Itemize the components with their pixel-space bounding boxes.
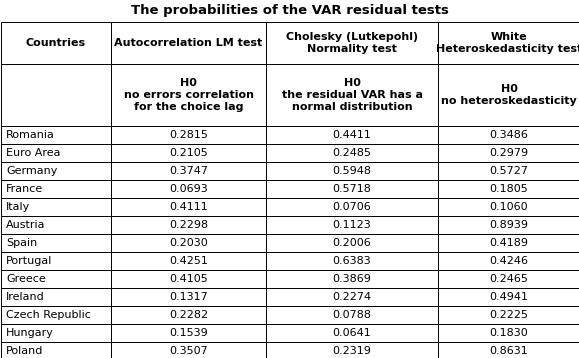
Text: Cholesky (Lutkepohl)
Normality test: Cholesky (Lutkepohl) Normality test [286, 32, 418, 54]
Text: 0.2006: 0.2006 [332, 238, 371, 248]
Text: 0.3747: 0.3747 [169, 166, 208, 176]
Text: Spain: Spain [6, 238, 37, 248]
Text: 0.1317: 0.1317 [169, 292, 208, 302]
Text: 0.2465: 0.2465 [490, 274, 529, 284]
Text: Germany: Germany [6, 166, 57, 176]
Text: France: France [6, 184, 43, 194]
Text: 0.4411: 0.4411 [332, 130, 372, 140]
Text: 0.2282: 0.2282 [169, 310, 208, 320]
Text: Poland: Poland [6, 346, 43, 356]
Text: 0.2298: 0.2298 [169, 220, 208, 230]
Text: 0.0706: 0.0706 [332, 202, 371, 212]
Text: White
Heteroskedasticity test: White Heteroskedasticity test [436, 32, 579, 54]
Text: H0
the residual VAR has a
normal distribution: H0 the residual VAR has a normal distrib… [281, 78, 423, 112]
Text: H0
no heteroskedasticity: H0 no heteroskedasticity [441, 84, 577, 106]
Text: 0.6383: 0.6383 [332, 256, 371, 266]
Text: 0.2319: 0.2319 [332, 346, 372, 356]
Text: 0.4111: 0.4111 [169, 202, 208, 212]
Text: 0.2979: 0.2979 [489, 148, 529, 158]
Text: Euro Area: Euro Area [6, 148, 60, 158]
Text: 0.5948: 0.5948 [332, 166, 372, 176]
Text: 0.3486: 0.3486 [490, 130, 529, 140]
Text: Greece: Greece [6, 274, 46, 284]
Text: 0.2030: 0.2030 [169, 238, 208, 248]
Text: 0.5727: 0.5727 [489, 166, 529, 176]
Text: 0.3507: 0.3507 [169, 346, 208, 356]
Text: 0.1123: 0.1123 [332, 220, 371, 230]
Text: 0.2485: 0.2485 [332, 148, 372, 158]
Text: H0
no errors correlation
for the choice lag: H0 no errors correlation for the choice … [123, 78, 254, 112]
Text: 0.4246: 0.4246 [489, 256, 529, 266]
Text: 0.4251: 0.4251 [169, 256, 208, 266]
Text: Ireland: Ireland [6, 292, 45, 302]
Text: 0.0641: 0.0641 [332, 328, 371, 338]
Text: 0.1539: 0.1539 [169, 328, 208, 338]
Text: 0.2274: 0.2274 [332, 292, 372, 302]
Text: 0.8631: 0.8631 [490, 346, 529, 356]
Text: 0.4105: 0.4105 [169, 274, 208, 284]
Text: Czech Republic: Czech Republic [6, 310, 91, 320]
Text: Romania: Romania [6, 130, 55, 140]
Text: Italy: Italy [6, 202, 30, 212]
Text: Portugal: Portugal [6, 256, 52, 266]
Text: 0.4941: 0.4941 [489, 292, 529, 302]
Text: Autocorrelation LM test: Autocorrelation LM test [115, 38, 263, 48]
Text: 0.1805: 0.1805 [490, 184, 529, 194]
Text: 0.3869: 0.3869 [332, 274, 372, 284]
Text: 0.1060: 0.1060 [490, 202, 528, 212]
Text: 0.2225: 0.2225 [489, 310, 529, 320]
Text: 0.2105: 0.2105 [169, 148, 208, 158]
Text: 0.2815: 0.2815 [169, 130, 208, 140]
Text: 0.4189: 0.4189 [489, 238, 529, 248]
Text: 0.8939: 0.8939 [489, 220, 529, 230]
Text: 0.5718: 0.5718 [332, 184, 372, 194]
Text: 0.0788: 0.0788 [332, 310, 372, 320]
Text: Hungary: Hungary [6, 328, 54, 338]
Text: 0.0693: 0.0693 [169, 184, 208, 194]
Text: Countries: Countries [26, 38, 86, 48]
Text: The probabilities of the VAR residual tests: The probabilities of the VAR residual te… [130, 4, 449, 17]
Text: 0.1830: 0.1830 [490, 328, 529, 338]
Text: Austria: Austria [6, 220, 46, 230]
